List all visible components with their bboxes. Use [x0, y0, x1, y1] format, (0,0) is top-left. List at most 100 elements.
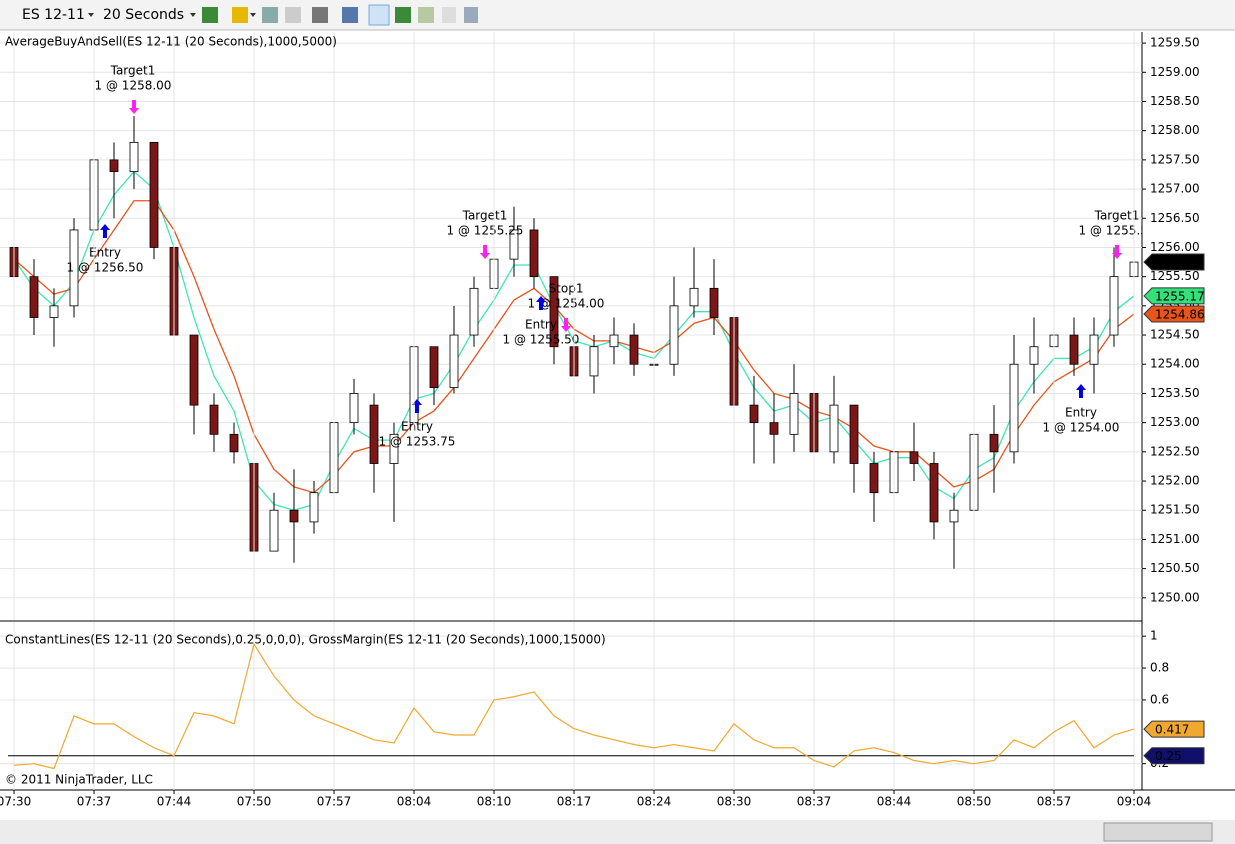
- value-tag: [1143, 287, 1205, 305]
- candle-body: [609, 334, 619, 348]
- x-tick-label: 08:44: [877, 795, 912, 809]
- x-tick-label: 07:57: [317, 795, 352, 809]
- scroll-thumb[interactable]: [1103, 822, 1213, 842]
- trade-price: 1 @ 1253.75: [379, 435, 456, 449]
- trade-arrow: [561, 318, 571, 332]
- value-tag-label: 0.417: [1155, 723, 1189, 737]
- candle-body: [529, 229, 539, 278]
- candle-body: [1109, 276, 1119, 336]
- x-tick-label: 08:37: [797, 795, 832, 809]
- x-tick-label: 08:57: [1037, 795, 1072, 809]
- candle-body: [449, 334, 459, 389]
- indicator-pane-title: ConstantLines(ES 12-11 (20 Seconds),0.25…: [5, 633, 606, 647]
- y-tick-label: 1256.00: [1150, 240, 1200, 254]
- drawing-tool-button[interactable]: [232, 7, 248, 23]
- x-tick-label: 08:17: [557, 795, 592, 809]
- candle-body: [129, 141, 139, 172]
- candle-body: [589, 346, 599, 377]
- candle-body: [749, 404, 759, 424]
- strategies-button[interactable]: [418, 7, 434, 23]
- y-tick-label: 1258.50: [1150, 94, 1200, 108]
- trade-label: Target1: [110, 64, 156, 78]
- y-tick-label: 1254.00: [1150, 357, 1200, 371]
- toolbar: [0, 0, 1235, 30]
- candle-body: [209, 404, 219, 435]
- y-tick-label: 1250.50: [1150, 561, 1200, 575]
- value-tag: [1143, 253, 1205, 271]
- indicators-button[interactable]: [395, 7, 411, 23]
- x-tick-label: 08:30: [717, 795, 752, 809]
- value-tag-label: 1254.86: [1155, 308, 1205, 322]
- value-tag: [1143, 747, 1205, 765]
- x-tick-label: 08:50: [957, 795, 992, 809]
- candle-body: [69, 229, 79, 307]
- candle-body: [429, 346, 439, 389]
- trade-arrow: [1112, 245, 1122, 259]
- trade-price: 1 @ 1254.00: [528, 297, 605, 311]
- x-tick-label: 08:04: [397, 795, 432, 809]
- y-tick-label: 1254.50: [1150, 328, 1200, 342]
- trade-price: 1 @ 1256.50: [67, 261, 144, 275]
- data-box-button[interactable]: [442, 7, 456, 23]
- y-tick-label: 1252.00: [1150, 474, 1200, 488]
- y-tick-label: 1259.50: [1150, 36, 1200, 50]
- value-tag-label: 0.25: [1155, 749, 1182, 763]
- cursor-button[interactable]: [312, 7, 328, 23]
- interval-selector[interactable]: 20 Seconds: [103, 7, 184, 23]
- instrument-selector[interactable]: ES 12-11: [22, 7, 85, 23]
- y-tick-label: 1257.00: [1150, 182, 1200, 196]
- trade-price: 1 @ 1255.50: [1079, 224, 1156, 238]
- trade-price: 1 @ 1255.50: [503, 333, 580, 347]
- candle-body: [109, 159, 119, 172]
- trade-price: 1 @ 1254.00: [1043, 421, 1120, 435]
- candle-body: [469, 287, 479, 336]
- trade-label: Target1: [462, 209, 508, 223]
- candle-body: [369, 404, 379, 464]
- y-tick-label: 0.6: [1150, 692, 1169, 706]
- trade-arrow: [480, 245, 490, 259]
- y-tick-label: 1253.00: [1150, 415, 1200, 429]
- scrollbar[interactable]: [0, 820, 1235, 844]
- y-tick-label: 1253.50: [1150, 386, 1200, 400]
- candle-body: [289, 509, 299, 523]
- trade-label: Stop1: [549, 282, 584, 296]
- y-tick-label: 1258.00: [1150, 123, 1200, 137]
- trade-price: 1 @ 1255.25: [447, 224, 524, 238]
- x-tick-label: 07:30: [0, 795, 31, 809]
- snap-button[interactable]: [262, 7, 278, 23]
- zoom-button[interactable]: [342, 7, 358, 23]
- chart-trader-button[interactable]: [464, 7, 478, 23]
- value-tag-label: 1255.75: [1155, 256, 1205, 270]
- candle-body: [189, 334, 199, 406]
- candle-body: [309, 492, 319, 523]
- copyright: © 2011 NinjaTrader, LLC: [5, 773, 153, 787]
- x-tick-label: 08:10: [477, 795, 512, 809]
- trade-label: Entry: [525, 318, 557, 332]
- candle-body: [349, 393, 359, 424]
- candle-body: [789, 393, 799, 435]
- candle-body: [1089, 334, 1099, 365]
- candle-body: [269, 509, 279, 552]
- properties-button[interactable]: [368, 4, 390, 26]
- trade-price: 1 @ 1258.00: [95, 79, 172, 93]
- candle-body: [1029, 346, 1039, 365]
- y-tick-label: 1: [1150, 629, 1158, 643]
- value-tag: [1143, 305, 1205, 323]
- global-button[interactable]: [285, 7, 301, 23]
- y-tick-label: 1252.50: [1150, 444, 1200, 458]
- x-tick-label: 08:24: [637, 795, 672, 809]
- candle-body: [709, 287, 719, 318]
- candle-body: [849, 404, 859, 464]
- candle-body: [869, 463, 879, 494]
- y-tick-label: 1257.50: [1150, 152, 1200, 166]
- candle-body: [629, 334, 639, 365]
- x-tick-label: 07:50: [237, 795, 272, 809]
- candle-body: [909, 451, 919, 464]
- trade-label: Target1: [1094, 209, 1140, 223]
- x-tick-label: 09:04: [1117, 795, 1152, 809]
- bar-style-button[interactable]: [202, 7, 218, 23]
- value-tag-label: 1255.17: [1155, 289, 1205, 303]
- y-tick-label: 1251.00: [1150, 532, 1200, 546]
- trade-label: Entry: [89, 246, 121, 260]
